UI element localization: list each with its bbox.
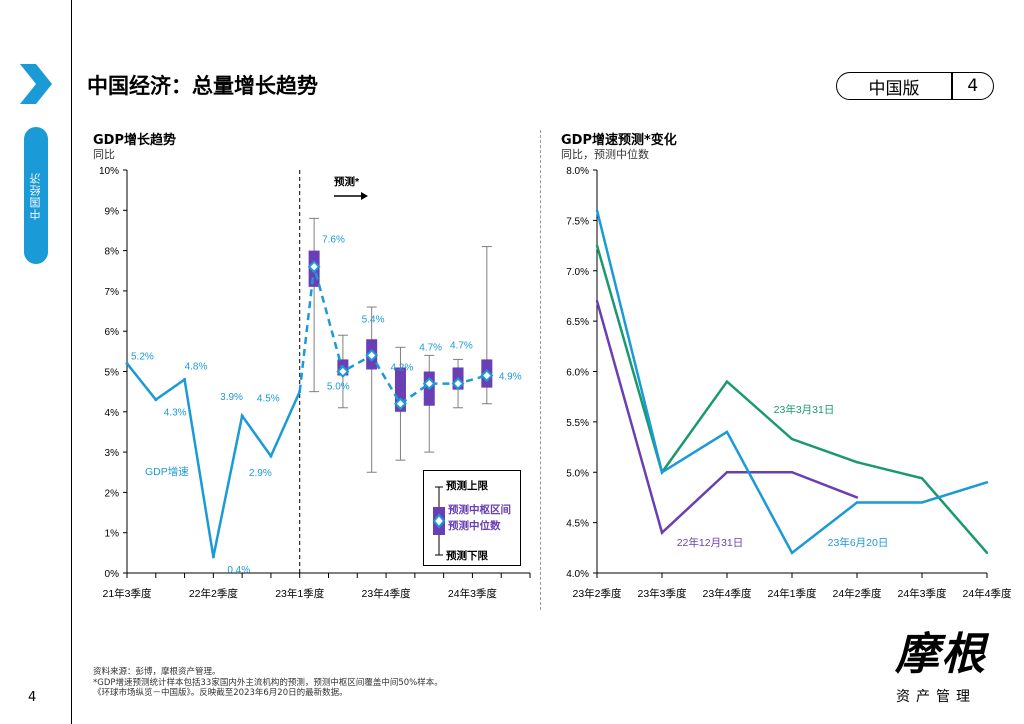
forecast-median-marker	[307, 260, 321, 274]
forecast-median-marker	[451, 377, 465, 391]
gdp-actual-line	[126, 362, 301, 558]
footnote-1: *GDP增速预测统计样本包括33家国内外主流机构的预测，预测中枢区间覆盖中间50…	[93, 677, 443, 688]
y-tick-label: 7%	[105, 287, 120, 298]
gdp-actual-label: 4.8%	[185, 362, 208, 373]
y-tick-label: 9%	[105, 206, 120, 217]
gdp-actual-point	[269, 454, 273, 458]
logo-subtext: 资产管理	[896, 689, 976, 705]
forecast-median-marker	[365, 348, 379, 362]
edition-badge: 中国版 4	[836, 72, 994, 100]
forecast-median-marker	[422, 377, 436, 391]
footnote-2: 《环球市场纵览－中国版》。反映截至2023年6月20日的最新数据。	[93, 688, 348, 698]
gdp-actual-point	[211, 555, 215, 559]
y-tick-label: 1%	[105, 529, 120, 540]
y-tick-label: 10%	[99, 166, 119, 177]
y-tick-label: 2%	[105, 488, 120, 499]
series-name-label: GDP增速	[145, 465, 189, 478]
gdp-actual-label: 3.9%	[220, 392, 243, 403]
left-chart-title: GDP增长趋势	[93, 133, 176, 148]
chart-divider	[540, 130, 542, 610]
gdp-actual-label: 4.3%	[164, 408, 187, 419]
legend-median: 预测中位数	[448, 520, 501, 532]
y-tick-label: 3%	[105, 448, 120, 459]
sidebar-divider	[71, 0, 72, 724]
forecast-median-label: 4.7%	[450, 341, 473, 352]
x-tick-label: 22年2季度	[189, 587, 239, 600]
legend-range: 预测中枢区间	[448, 504, 511, 516]
logo-text: 摩根	[895, 629, 987, 680]
legend-upper: 预测上限	[446, 480, 488, 492]
forecast-arrow-label: 预测*	[334, 175, 360, 188]
edition-label: 中国版	[868, 78, 920, 99]
gdp-actual-label: 4.5%	[257, 394, 280, 405]
gdp-actual-point	[240, 414, 244, 418]
right-chart-subtitle: 同比，预测中位数	[561, 148, 649, 161]
section-tab[interactable]: 中国经济	[24, 127, 48, 264]
gdp-actual-point	[125, 361, 129, 365]
gdp-actual-label: 2.9%	[249, 468, 272, 479]
left-sidebar: 中国经济 4	[0, 0, 72, 724]
y-tick-label: 8%	[105, 247, 120, 258]
gdp-actual-label: 0.4%	[227, 565, 250, 576]
y-tick-label: 6%	[105, 327, 120, 338]
y-tick-label: 0%	[105, 569, 120, 580]
forecast-median-label: 4.2%	[390, 363, 413, 374]
x-tick-label: 21年3季度	[102, 587, 152, 600]
right-chart-title: GDP增速预测*变化	[561, 133, 677, 148]
page-number: 4	[28, 690, 37, 705]
y-tick-label: 4%	[105, 408, 120, 419]
forecast-median-label: 7.6%	[322, 235, 345, 246]
forecast-median-marker	[394, 397, 407, 411]
gdp-actual-point	[183, 378, 187, 382]
source-note: 资料来源：彭博，摩根资产管理。	[93, 667, 221, 677]
page-title: 中国经济：总量增长趋势	[87, 74, 318, 98]
x-tick-label: 23年1季度	[275, 587, 325, 600]
x-tick-label: 23年4季度	[362, 587, 412, 600]
gdp-actual-label: 5.2%	[131, 351, 154, 362]
forecast-median-label: 5.0%	[327, 382, 350, 393]
forecast-median-label: 4.9%	[499, 372, 522, 383]
x-tick-label: 24年3季度	[448, 587, 498, 600]
legend-lower: 预测下限	[446, 550, 488, 562]
y-tick-label: 5%	[105, 368, 120, 379]
left-chart-subtitle: 同比	[93, 148, 115, 161]
forecast-median-marker	[480, 369, 494, 382]
chevron-right-icon	[20, 64, 52, 104]
forecast-legend: 预测上限 预测中枢区间 预测中位数 预测下限	[423, 470, 521, 566]
badge-page-number: 4	[967, 76, 979, 96]
forecast-arrow-head	[361, 192, 368, 200]
forecast-median-label: 5.4%	[362, 314, 385, 325]
forecast-median-marker	[336, 365, 350, 378]
footer-notes: 资料来源：彭博，摩根资产管理。 *GDP增速预测统计样本包括33家国内外主流机构…	[93, 667, 443, 699]
brand-logo: 摩根	[895, 618, 1005, 680]
gdp-actual-point	[154, 398, 158, 402]
forecast-median-label: 4.7%	[419, 343, 442, 354]
forecast-range-box	[394, 367, 406, 412]
